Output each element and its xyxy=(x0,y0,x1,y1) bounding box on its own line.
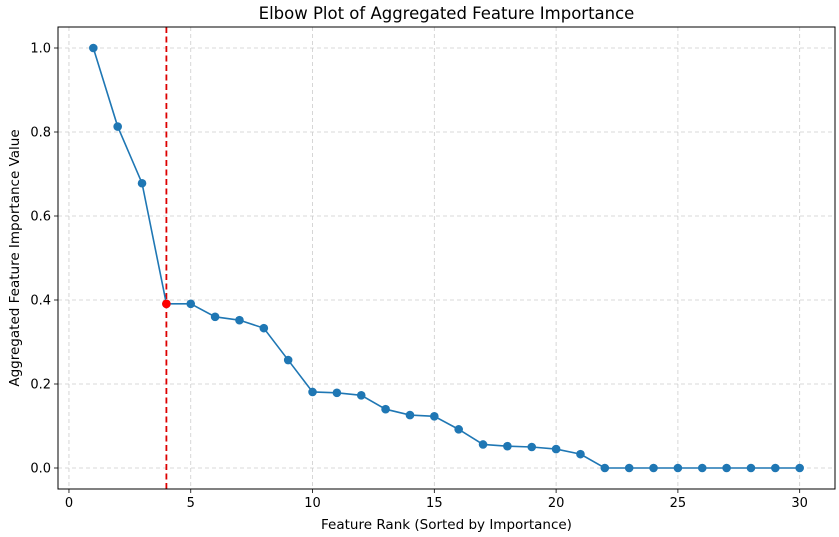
data-point xyxy=(576,449,585,459)
elbow-point xyxy=(162,299,171,309)
y-axis-title: Aggregated Feature Importance Value xyxy=(7,129,23,386)
y-tick-label: 0.0 xyxy=(30,462,51,477)
x-tick-label: 20 xyxy=(548,496,565,511)
data-point xyxy=(771,463,780,473)
y-tick-label: 0.6 xyxy=(30,210,51,225)
x-tick-label: 15 xyxy=(426,496,443,511)
data-point xyxy=(283,355,293,365)
x-tick-label: 30 xyxy=(791,496,808,511)
data-point xyxy=(478,440,488,449)
y-tick-label: 0.2 xyxy=(30,378,51,393)
x-tick-label: 5 xyxy=(187,496,195,511)
data-point xyxy=(600,463,610,473)
y-tick-label: 0.4 xyxy=(30,294,51,309)
data-point xyxy=(405,410,415,420)
data-point xyxy=(89,43,98,53)
data-point xyxy=(259,323,269,333)
plot-area-frame xyxy=(57,26,836,490)
data-point xyxy=(503,441,512,451)
data-point xyxy=(113,122,122,131)
data-point xyxy=(356,391,366,400)
y-tick-label: 1.0 xyxy=(30,42,51,57)
data-point xyxy=(746,463,756,473)
data-point xyxy=(210,312,220,322)
series-line xyxy=(92,47,800,469)
data-point xyxy=(186,299,196,309)
data-point xyxy=(722,463,731,473)
data-point xyxy=(649,463,658,473)
data-point xyxy=(551,444,561,454)
y-axis: 0.0 0.2 0.4 0.6 0.8 1.0 xyxy=(30,42,58,477)
x-tick-label: 25 xyxy=(670,496,687,511)
data-point xyxy=(624,463,634,473)
data-point xyxy=(454,425,463,434)
x-tick-label: 10 xyxy=(304,496,321,511)
data-point xyxy=(308,387,317,397)
x-axis-title: Feature Rank (Sorted by Importance) xyxy=(321,517,572,533)
x-tick-label: 0 xyxy=(65,496,73,511)
x-axis: 0 5 10 15 20 25 30 xyxy=(65,489,808,511)
data-point xyxy=(137,178,147,188)
data-point xyxy=(795,463,804,473)
data-point xyxy=(332,388,342,398)
data-point xyxy=(381,404,390,414)
data-point xyxy=(527,442,537,452)
grid xyxy=(58,27,835,489)
data-point xyxy=(673,463,683,473)
data-series xyxy=(89,43,804,473)
y-tick-label: 0.8 xyxy=(30,126,51,141)
chart-title: Elbow Plot of Aggregated Feature Importa… xyxy=(259,4,635,23)
data-point xyxy=(430,412,439,421)
data-point xyxy=(235,315,244,325)
data-point xyxy=(697,463,707,473)
